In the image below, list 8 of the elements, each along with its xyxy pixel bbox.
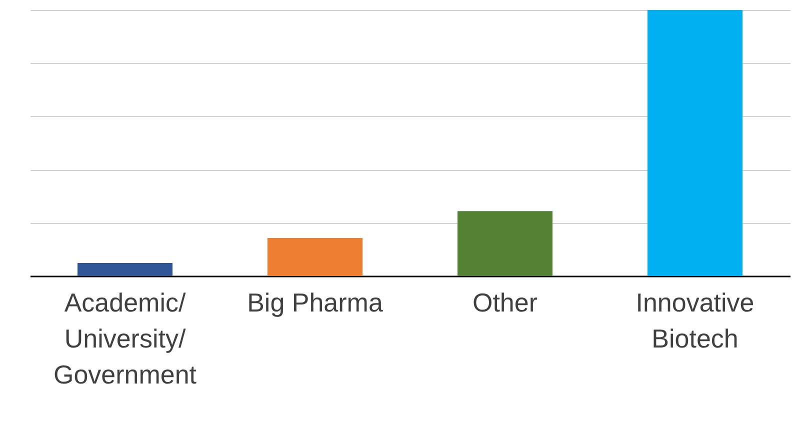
bar: [268, 238, 362, 276]
x-tick-label: Innovative Biotech: [636, 288, 754, 354]
bar: [78, 262, 172, 276]
bar: [458, 211, 552, 276]
x-tick-label: Big Pharma: [247, 288, 384, 318]
x-tick-label: Other: [472, 288, 538, 318]
x-tick-label: Academic/University/Government: [53, 288, 198, 390]
bar: [648, 10, 742, 276]
